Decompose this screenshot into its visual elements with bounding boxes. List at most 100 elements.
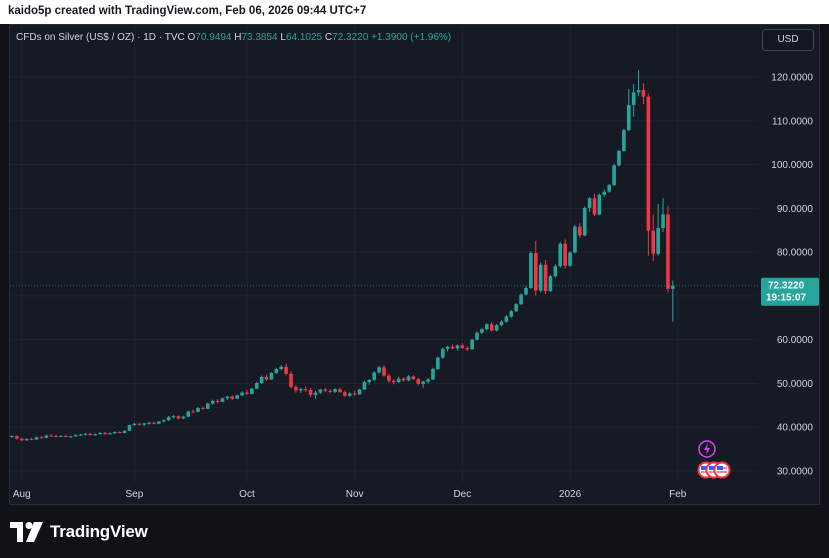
candle-body <box>666 214 670 289</box>
candle-body <box>112 432 117 434</box>
candle-body <box>582 207 587 236</box>
time-tick-label: Sep <box>125 489 143 500</box>
candle-body <box>157 421 161 424</box>
lightning-icon[interactable] <box>698 440 716 458</box>
candle-body <box>44 435 49 438</box>
candle-body <box>450 346 455 349</box>
candle-body <box>34 437 39 440</box>
candle-body <box>436 357 440 369</box>
time-tick-label: Aug <box>13 489 31 500</box>
candle-body <box>661 214 665 229</box>
candle-body <box>362 382 367 390</box>
candle-down <box>387 373 391 384</box>
candle-body <box>558 243 563 267</box>
candle-body <box>64 435 68 437</box>
candle-body <box>152 422 156 424</box>
candle-body <box>538 264 543 291</box>
candle-body <box>59 435 63 437</box>
tradingview-logo: TradingView <box>10 520 148 544</box>
candle-body <box>108 433 112 435</box>
candle-body <box>382 367 386 376</box>
candle-up <box>494 323 499 332</box>
candle-up <box>196 407 200 413</box>
candle-down <box>191 409 195 414</box>
candle-body <box>68 436 73 438</box>
candle-up <box>656 203 660 256</box>
candle-up <box>421 380 425 388</box>
candle-body <box>215 400 220 402</box>
candle-down <box>264 374 269 381</box>
candle-body <box>137 423 142 425</box>
candle-up <box>34 436 39 440</box>
candle-body <box>220 398 225 402</box>
candle-body <box>475 332 479 340</box>
candle-body <box>83 433 88 435</box>
candle-up <box>166 415 171 422</box>
candle-up <box>524 286 528 296</box>
candle-body <box>328 390 332 392</box>
candle-up <box>318 388 323 394</box>
candle-down <box>328 389 332 394</box>
candle-body <box>132 423 137 426</box>
symbol-legend[interactable]: CFDs on Silver (US$ / OZ) · 1D · TVC O70… <box>16 32 451 43</box>
candle-down <box>450 344 455 350</box>
candle-up <box>279 365 284 371</box>
event-markers[interactable] <box>697 440 731 479</box>
candle-body <box>543 264 548 292</box>
tradingview-logo-icon <box>10 522 43 542</box>
candle-down <box>382 365 386 377</box>
candle-body <box>93 434 98 436</box>
candle-up <box>59 435 63 437</box>
candle-up <box>157 421 161 425</box>
candle-up <box>250 387 254 395</box>
candle-body <box>480 329 484 333</box>
candle-down <box>641 83 646 105</box>
candlestick-chart[interactable]: 30.000040.000050.000060.000070.000080.00… <box>10 25 820 505</box>
candle-body <box>631 92 636 106</box>
price-badge-box <box>761 277 819 306</box>
us-flag-icon[interactable] <box>713 461 731 479</box>
candle-up <box>558 242 563 268</box>
candle-up <box>661 197 665 232</box>
candle-body <box>357 389 362 395</box>
candle-down <box>343 390 347 398</box>
price-tick-label: 40.0000 <box>777 423 814 434</box>
candle-body <box>166 417 171 421</box>
candle-up <box>499 320 504 327</box>
candle-body <box>641 90 646 97</box>
candle-body <box>333 389 337 392</box>
candle-up <box>108 432 112 435</box>
candle-body <box>54 435 58 437</box>
candle-body <box>470 339 474 350</box>
candle-body <box>622 129 626 151</box>
candle-up <box>504 315 509 323</box>
candle-up <box>671 280 675 322</box>
candle-body <box>533 252 538 291</box>
candle-up <box>78 433 83 436</box>
candle-up <box>161 419 166 423</box>
candle-body <box>299 389 303 391</box>
candle-up <box>548 274 553 292</box>
currency-button[interactable]: USD <box>762 29 814 51</box>
candle-up <box>636 69 641 97</box>
candle-up <box>235 394 239 400</box>
candle-body <box>147 422 151 424</box>
candle-up <box>568 251 572 267</box>
candle-up <box>582 206 587 237</box>
candle-body <box>411 376 416 380</box>
candle-body <box>573 226 577 253</box>
candle-up <box>597 193 602 216</box>
symbol-name: CFDs on Silver (US$ / OZ) · 1D · TVC <box>16 32 185 43</box>
candle-down <box>245 390 249 395</box>
candle-body <box>78 434 83 436</box>
candle-up <box>372 371 377 381</box>
candle-up <box>10 435 14 438</box>
candle-body <box>284 366 288 374</box>
candle-body <box>656 228 660 254</box>
candle-body <box>607 185 611 192</box>
chart-panel[interactable]: 30.000040.000050.000060.000070.000080.00… <box>9 24 820 505</box>
candle-body <box>587 198 592 208</box>
candle-up <box>269 372 274 380</box>
candle-up <box>367 379 372 385</box>
candle-up <box>509 309 514 318</box>
